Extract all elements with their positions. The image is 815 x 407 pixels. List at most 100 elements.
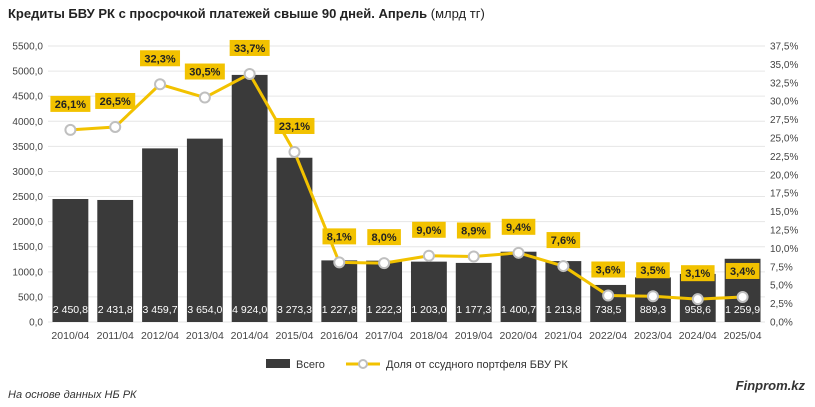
line-point — [646, 290, 659, 303]
x-tick-label: 2016/04 — [320, 330, 358, 342]
y-right-tick-label: 10,0% — [770, 244, 798, 255]
x-tick-label: 2015/04 — [275, 330, 313, 342]
x-tick-label: 2025/04 — [724, 330, 762, 342]
line-label-box — [229, 39, 270, 56]
bar — [231, 74, 268, 322]
x-tick-label: 2014/04 — [231, 330, 269, 342]
x-tick-label: 2010/04 — [51, 330, 89, 342]
line-value-label: 7,6% — [551, 235, 576, 247]
line-value-label: 3,1% — [685, 268, 710, 280]
line-label-box — [636, 262, 670, 279]
bar-value-label: 3 459,7 — [143, 304, 178, 316]
y-left-tick-label: 1500,0 — [12, 242, 43, 253]
line-point — [243, 67, 256, 80]
bar — [500, 251, 537, 322]
bar-value-label: 2 431,8 — [98, 304, 133, 316]
y-left-tick-label: 1000,0 — [12, 267, 43, 278]
x-tick-label: 2019/04 — [455, 330, 493, 342]
bar-value-label: 4 924,0 — [232, 304, 267, 316]
y-right-tick-label: 20,0% — [770, 170, 798, 181]
line-value-label: 33,7% — [234, 43, 265, 55]
y-left-tick-label: 500,0 — [18, 292, 43, 303]
line-label-box — [95, 92, 136, 109]
line-label-box — [546, 232, 581, 249]
y-left-tick-label: 5000,0 — [12, 67, 43, 78]
line-value-label: 9,4% — [506, 222, 531, 234]
y-left-tick-label: 3000,0 — [12, 167, 43, 178]
line-value-label: 32,3% — [144, 53, 175, 65]
x-tick-label: 2018/04 — [410, 330, 448, 342]
brand-logo: Finprom.kz — [735, 378, 805, 393]
bar-value-label: 1 400,7 — [501, 304, 536, 316]
bar-value-label: 3 273,3 — [277, 304, 312, 316]
chart-title-text: Кредиты БВУ РК с просрочкой платежей свы… — [8, 6, 428, 21]
line-point — [333, 256, 346, 269]
line-point — [198, 91, 211, 104]
y-right-tick-label: 35,0% — [770, 60, 798, 71]
line-value-label: 9,0% — [416, 225, 441, 237]
y-left-tick-label: 2000,0 — [12, 217, 43, 228]
line-label-box — [456, 222, 491, 239]
x-tick-label: 2017/04 — [365, 330, 403, 342]
line-label-box — [725, 262, 760, 279]
bar-value-label: 1 222,3 — [367, 304, 402, 316]
bar — [366, 260, 403, 322]
line-label-box — [140, 50, 181, 67]
y-left-tick-label: 4500,0 — [12, 92, 43, 103]
line-label-box — [501, 218, 536, 235]
y-right-tick-label: 7,5% — [770, 262, 793, 273]
line-label-box — [184, 63, 225, 80]
line-value-label: 26,5% — [100, 96, 131, 108]
line-label-box — [412, 221, 446, 238]
bar — [52, 199, 89, 322]
y-right-tick-label: 27,5% — [770, 115, 798, 126]
bar-value-label: 2 450,8 — [53, 304, 88, 316]
line-point — [288, 145, 301, 158]
line-point — [602, 289, 615, 302]
y-right-tick-label: 25,0% — [770, 134, 798, 145]
line-point — [512, 246, 525, 259]
line-point — [109, 120, 122, 133]
line-label-box — [591, 261, 625, 278]
y-right-tick-label: 37,5% — [770, 42, 798, 53]
y-right-tick-label: 22,5% — [770, 152, 798, 163]
y-left-tick-label: 5500,0 — [12, 42, 43, 53]
line-value-label: 30,5% — [189, 67, 220, 79]
bar-value-label: 889,3 — [640, 304, 666, 316]
y-right-tick-label: 0,0% — [770, 318, 793, 329]
bar — [455, 262, 492, 322]
legend-bar-label: Всего — [296, 359, 325, 371]
line-value-label: 8,9% — [461, 225, 486, 237]
bar-value-label: 1 213,8 — [546, 304, 581, 316]
share-line — [70, 72, 743, 301]
bar-value-label: 3 654,0 — [187, 304, 222, 316]
bar — [186, 138, 223, 322]
line-label-box — [680, 265, 715, 282]
line-label-box — [322, 228, 357, 245]
y-right-tick-label: 12,5% — [770, 226, 798, 237]
line-point — [691, 293, 704, 306]
line-point — [378, 257, 391, 270]
line-point — [154, 78, 167, 91]
bar — [321, 260, 358, 322]
y-left-tick-label: 3500,0 — [12, 142, 43, 153]
line-value-label: 8,0% — [372, 232, 397, 244]
bar-value-label: 1 259,9 — [725, 304, 760, 316]
line-point — [557, 260, 570, 273]
y-right-tick-label: 5,0% — [770, 281, 793, 292]
chart-title-unit: (млрд тг) — [430, 6, 485, 21]
y-left-tick-label: 4000,0 — [12, 117, 43, 128]
line-label-box — [274, 117, 315, 134]
bar-value-label: 1 227,8 — [322, 304, 357, 316]
x-tick-label: 2022/04 — [589, 330, 627, 342]
y-right-tick-label: 2,5% — [770, 299, 793, 310]
bar-value-label: 1 203,0 — [411, 304, 446, 316]
bar — [142, 148, 178, 322]
line-label-box — [50, 95, 91, 112]
line-value-label: 3,5% — [640, 265, 665, 277]
legend-line-label: Доля от ссудного портфеля БВУ РК — [386, 359, 568, 371]
line-point — [64, 123, 77, 136]
line-value-label: 23,1% — [279, 121, 310, 133]
line-value-label: 3,4% — [730, 266, 755, 278]
